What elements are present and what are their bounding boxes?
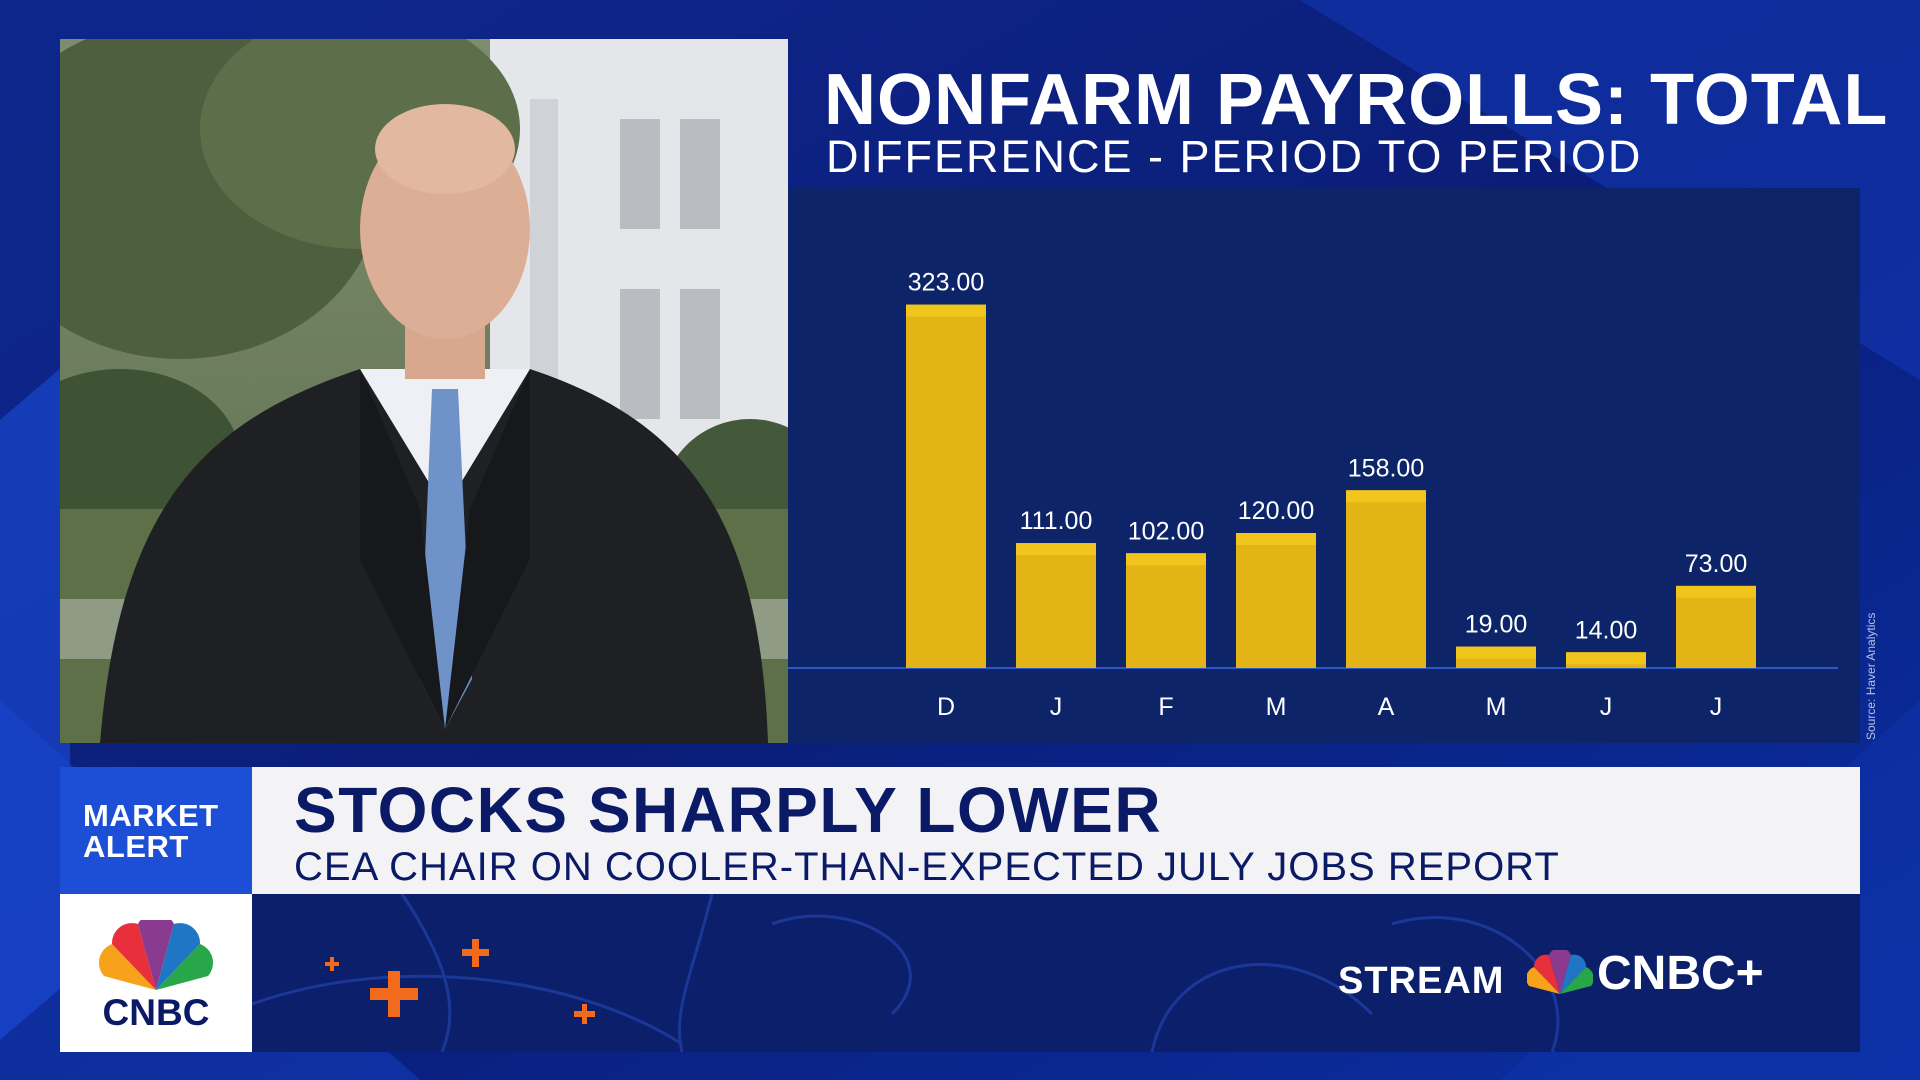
bar-7 xyxy=(1676,585,1756,668)
market-alert-badge: MARKET ALERT xyxy=(60,767,252,894)
peacock-icon xyxy=(1527,950,1593,994)
bar-cap-2 xyxy=(1126,553,1206,566)
data-label-6: 14.00 xyxy=(1575,616,1638,644)
video-feed-image xyxy=(60,39,788,743)
stream-service-label: CNBC+ xyxy=(1597,947,1764,1000)
source-note: Source: Haver Analytics xyxy=(1864,613,1920,740)
data-label-3: 120.00 xyxy=(1238,497,1314,525)
bar-cap-1 xyxy=(1016,543,1096,556)
bar-2 xyxy=(1126,553,1206,668)
plus-sign-icons xyxy=(325,939,595,1024)
video-feed xyxy=(60,39,788,743)
alert-line-1: MARKET xyxy=(83,797,219,833)
x-tick-label-6: J xyxy=(1600,693,1613,721)
decorative-pattern xyxy=(252,894,1560,1052)
chart-panel: 323.00 D 111.00 J 102.00 F 120.00 M 158.00 A 19.00… xyxy=(788,188,1860,743)
data-label-7: 73.00 xyxy=(1685,550,1748,578)
chart-title: NONFARM PAYROLLS: TOTAL xyxy=(824,60,1889,140)
x-tick-label-0: D xyxy=(937,693,955,721)
bar-chart: 323.00 D 111.00 J 102.00 F 120.00 M 158.00 A 19.00… xyxy=(788,269,1838,721)
bar-0 xyxy=(906,304,986,668)
alert-line-2: ALERT xyxy=(83,828,189,864)
bar-cap-3 xyxy=(1236,533,1316,545)
bar-4 xyxy=(1346,490,1426,668)
network-logo: CNBC xyxy=(60,894,252,1052)
bar-cap-5 xyxy=(1456,646,1536,659)
data-label-0: 323.00 xyxy=(908,269,984,297)
x-tick-label-7: J xyxy=(1710,693,1723,721)
bar-cap-4 xyxy=(1346,490,1426,503)
x-tick-label-4: A xyxy=(1378,693,1395,721)
data-label-4: 158.00 xyxy=(1348,454,1424,482)
data-label-2: 102.00 xyxy=(1128,517,1204,545)
x-tick-label-3: M xyxy=(1266,693,1287,721)
stream-label: STREAM xyxy=(1338,960,1505,1002)
x-tick-label-1: J xyxy=(1050,693,1063,721)
data-label-1: 111.00 xyxy=(1020,507,1093,535)
bar-cap-0 xyxy=(906,304,986,317)
peacock-icon xyxy=(98,920,214,990)
bar-cap-7 xyxy=(1676,585,1756,598)
bar-1 xyxy=(1016,543,1096,668)
bar-3 xyxy=(1236,533,1316,668)
subheadline: CEA CHAIR ON COOLER-THAN-EXPECTED JULY J… xyxy=(294,845,1560,889)
x-tick-label-2: F xyxy=(1158,693,1173,721)
x-tick-label-5: M xyxy=(1486,693,1507,721)
bar-cap-6 xyxy=(1566,652,1646,665)
logo-text: CNBC xyxy=(102,992,210,1033)
data-label-5: 19.00 xyxy=(1465,611,1528,639)
headline-banner: STOCKS SHARPLY LOWER CEA CHAIR ON COOLER… xyxy=(252,767,1860,894)
chart-subtitle: DIFFERENCE - PERIOD TO PERIOD xyxy=(826,131,1643,182)
headline: STOCKS SHARPLY LOWER xyxy=(294,774,1163,846)
